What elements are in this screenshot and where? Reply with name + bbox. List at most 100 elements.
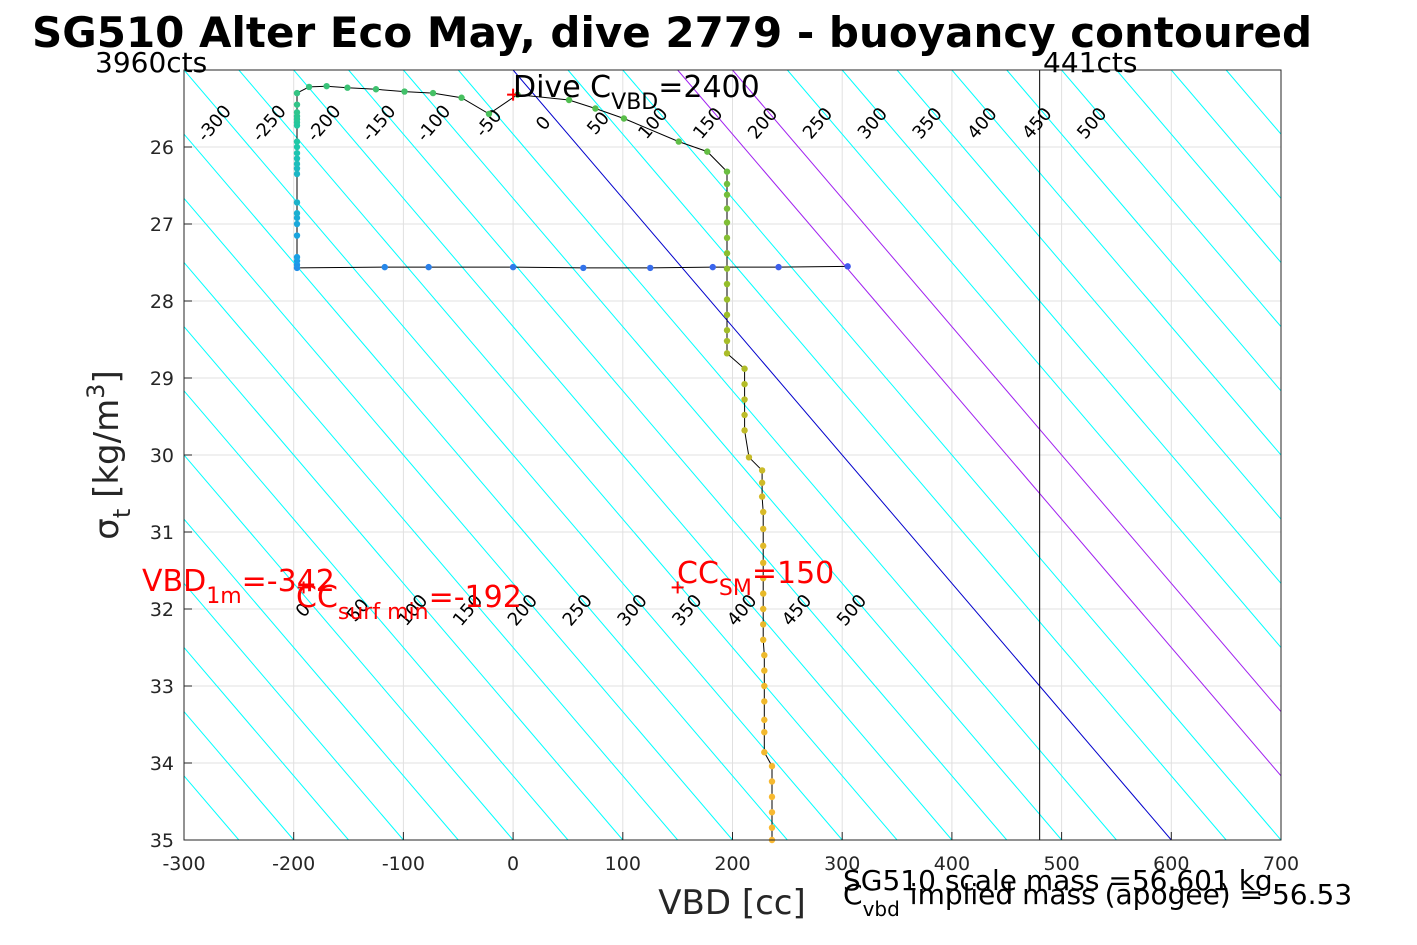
dive-point — [760, 575, 767, 582]
dive-point — [723, 180, 731, 188]
x-tick-label: -100 — [382, 853, 425, 875]
contour-line — [1006, 70, 1281, 392]
contour-line — [184, 325, 624, 840]
dive-point — [741, 411, 748, 419]
dive-point — [723, 168, 731, 175]
contour-line — [293, 70, 953, 840]
x-tick-label: -200 — [272, 853, 315, 875]
dive-point — [293, 214, 301, 222]
dive-point — [675, 138, 682, 145]
dive-point — [768, 762, 776, 770]
contour-line — [1061, 70, 1281, 328]
dive-point — [761, 716, 768, 724]
dive-point — [381, 263, 388, 271]
contour-line — [184, 261, 679, 840]
contour-line — [457, 70, 1117, 840]
dive-point — [580, 264, 587, 272]
dive-point — [401, 88, 408, 95]
y-tick-label: 35 — [150, 830, 174, 852]
y-axis-label: σt [kg/m3] — [82, 370, 136, 539]
dive-point — [741, 365, 748, 372]
contour-line — [184, 582, 404, 840]
dive-point — [761, 698, 768, 705]
dive-point — [723, 296, 731, 303]
dive-point — [293, 89, 301, 97]
x-axis-label: VBD [cc] — [658, 883, 806, 923]
dive-point — [758, 467, 766, 474]
dive-point — [768, 793, 776, 801]
dive-point — [760, 508, 767, 516]
dive-point — [723, 280, 731, 288]
dive-point — [741, 380, 748, 388]
contour-line — [184, 133, 788, 840]
dive-point — [425, 263, 432, 271]
dive-point — [761, 749, 768, 756]
contour-line — [403, 70, 1062, 840]
dive-point — [761, 667, 768, 674]
contour-line — [184, 518, 459, 840]
axis-ticks: -300 -200 -100 0 100 200 300 400 500 600 700 26 27 28… — [150, 137, 1299, 875]
dive-point — [761, 729, 768, 736]
contour-line — [786, 70, 1281, 649]
annotation-markers — [297, 88, 684, 594]
contour-line — [348, 70, 1008, 840]
y-tick-label: 26 — [150, 137, 174, 159]
x-tick-label: 600 — [1153, 853, 1189, 875]
buoyancy-contours — [184, 70, 1281, 840]
dive-point — [620, 115, 628, 122]
dive-point — [458, 94, 465, 101]
dive-point — [723, 219, 731, 226]
y-tick-label: 28 — [150, 291, 174, 313]
contour-line — [184, 454, 514, 840]
dive-point — [760, 590, 767, 597]
dive-point — [741, 396, 748, 403]
cc-surf-min-annotation: CCsurf min=-192 — [296, 580, 522, 625]
dive-point — [723, 327, 731, 334]
dive-c-annotation: Dive CVBD=2400 — [513, 70, 760, 115]
dive-point — [293, 149, 301, 157]
dive-point — [723, 234, 731, 242]
dive-point — [760, 605, 767, 613]
dive-point — [293, 253, 301, 261]
dive-point — [323, 82, 330, 90]
dive-point — [768, 809, 776, 816]
contour-line — [951, 70, 1281, 456]
dive-point — [509, 263, 517, 271]
contour-line — [622, 70, 1281, 840]
contour-line — [184, 390, 569, 840]
x-tick-label: 100 — [605, 853, 641, 875]
dive-point — [293, 232, 301, 239]
dive-point — [293, 109, 301, 116]
contour-line — [1116, 70, 1281, 264]
dive-point — [305, 83, 313, 91]
dive-point — [760, 542, 767, 550]
y-tick-label: 27 — [150, 214, 174, 236]
x-tick-label: 400 — [934, 853, 970, 875]
dive-point — [293, 155, 301, 162]
dive-point — [293, 170, 301, 178]
dive-point — [768, 824, 776, 831]
dive-point — [723, 205, 731, 212]
contour-line — [184, 646, 349, 840]
dive-point — [344, 84, 351, 91]
x-tick-label: -300 — [162, 853, 205, 875]
dive-point — [761, 682, 768, 690]
dive-point — [293, 138, 301, 145]
contour-line — [677, 70, 1281, 777]
dive-point — [565, 96, 573, 104]
cc-surf-marker — [297, 581, 310, 594]
dive-point — [760, 525, 767, 533]
dive-point — [760, 559, 767, 566]
x-tick-label: 700 — [1263, 853, 1299, 875]
y-tick-label: 32 — [150, 599, 174, 621]
y-tick-label: 31 — [150, 522, 174, 544]
dive-point — [293, 220, 301, 228]
dive-point — [741, 427, 748, 434]
scale-mass-annotation: SG510 scale mass =56.601 kg — [843, 864, 1273, 897]
dive-point — [723, 311, 731, 319]
dive-point — [485, 110, 493, 118]
dive-point — [293, 143, 301, 151]
contour-line — [841, 70, 1281, 585]
dive-points — [293, 82, 851, 844]
